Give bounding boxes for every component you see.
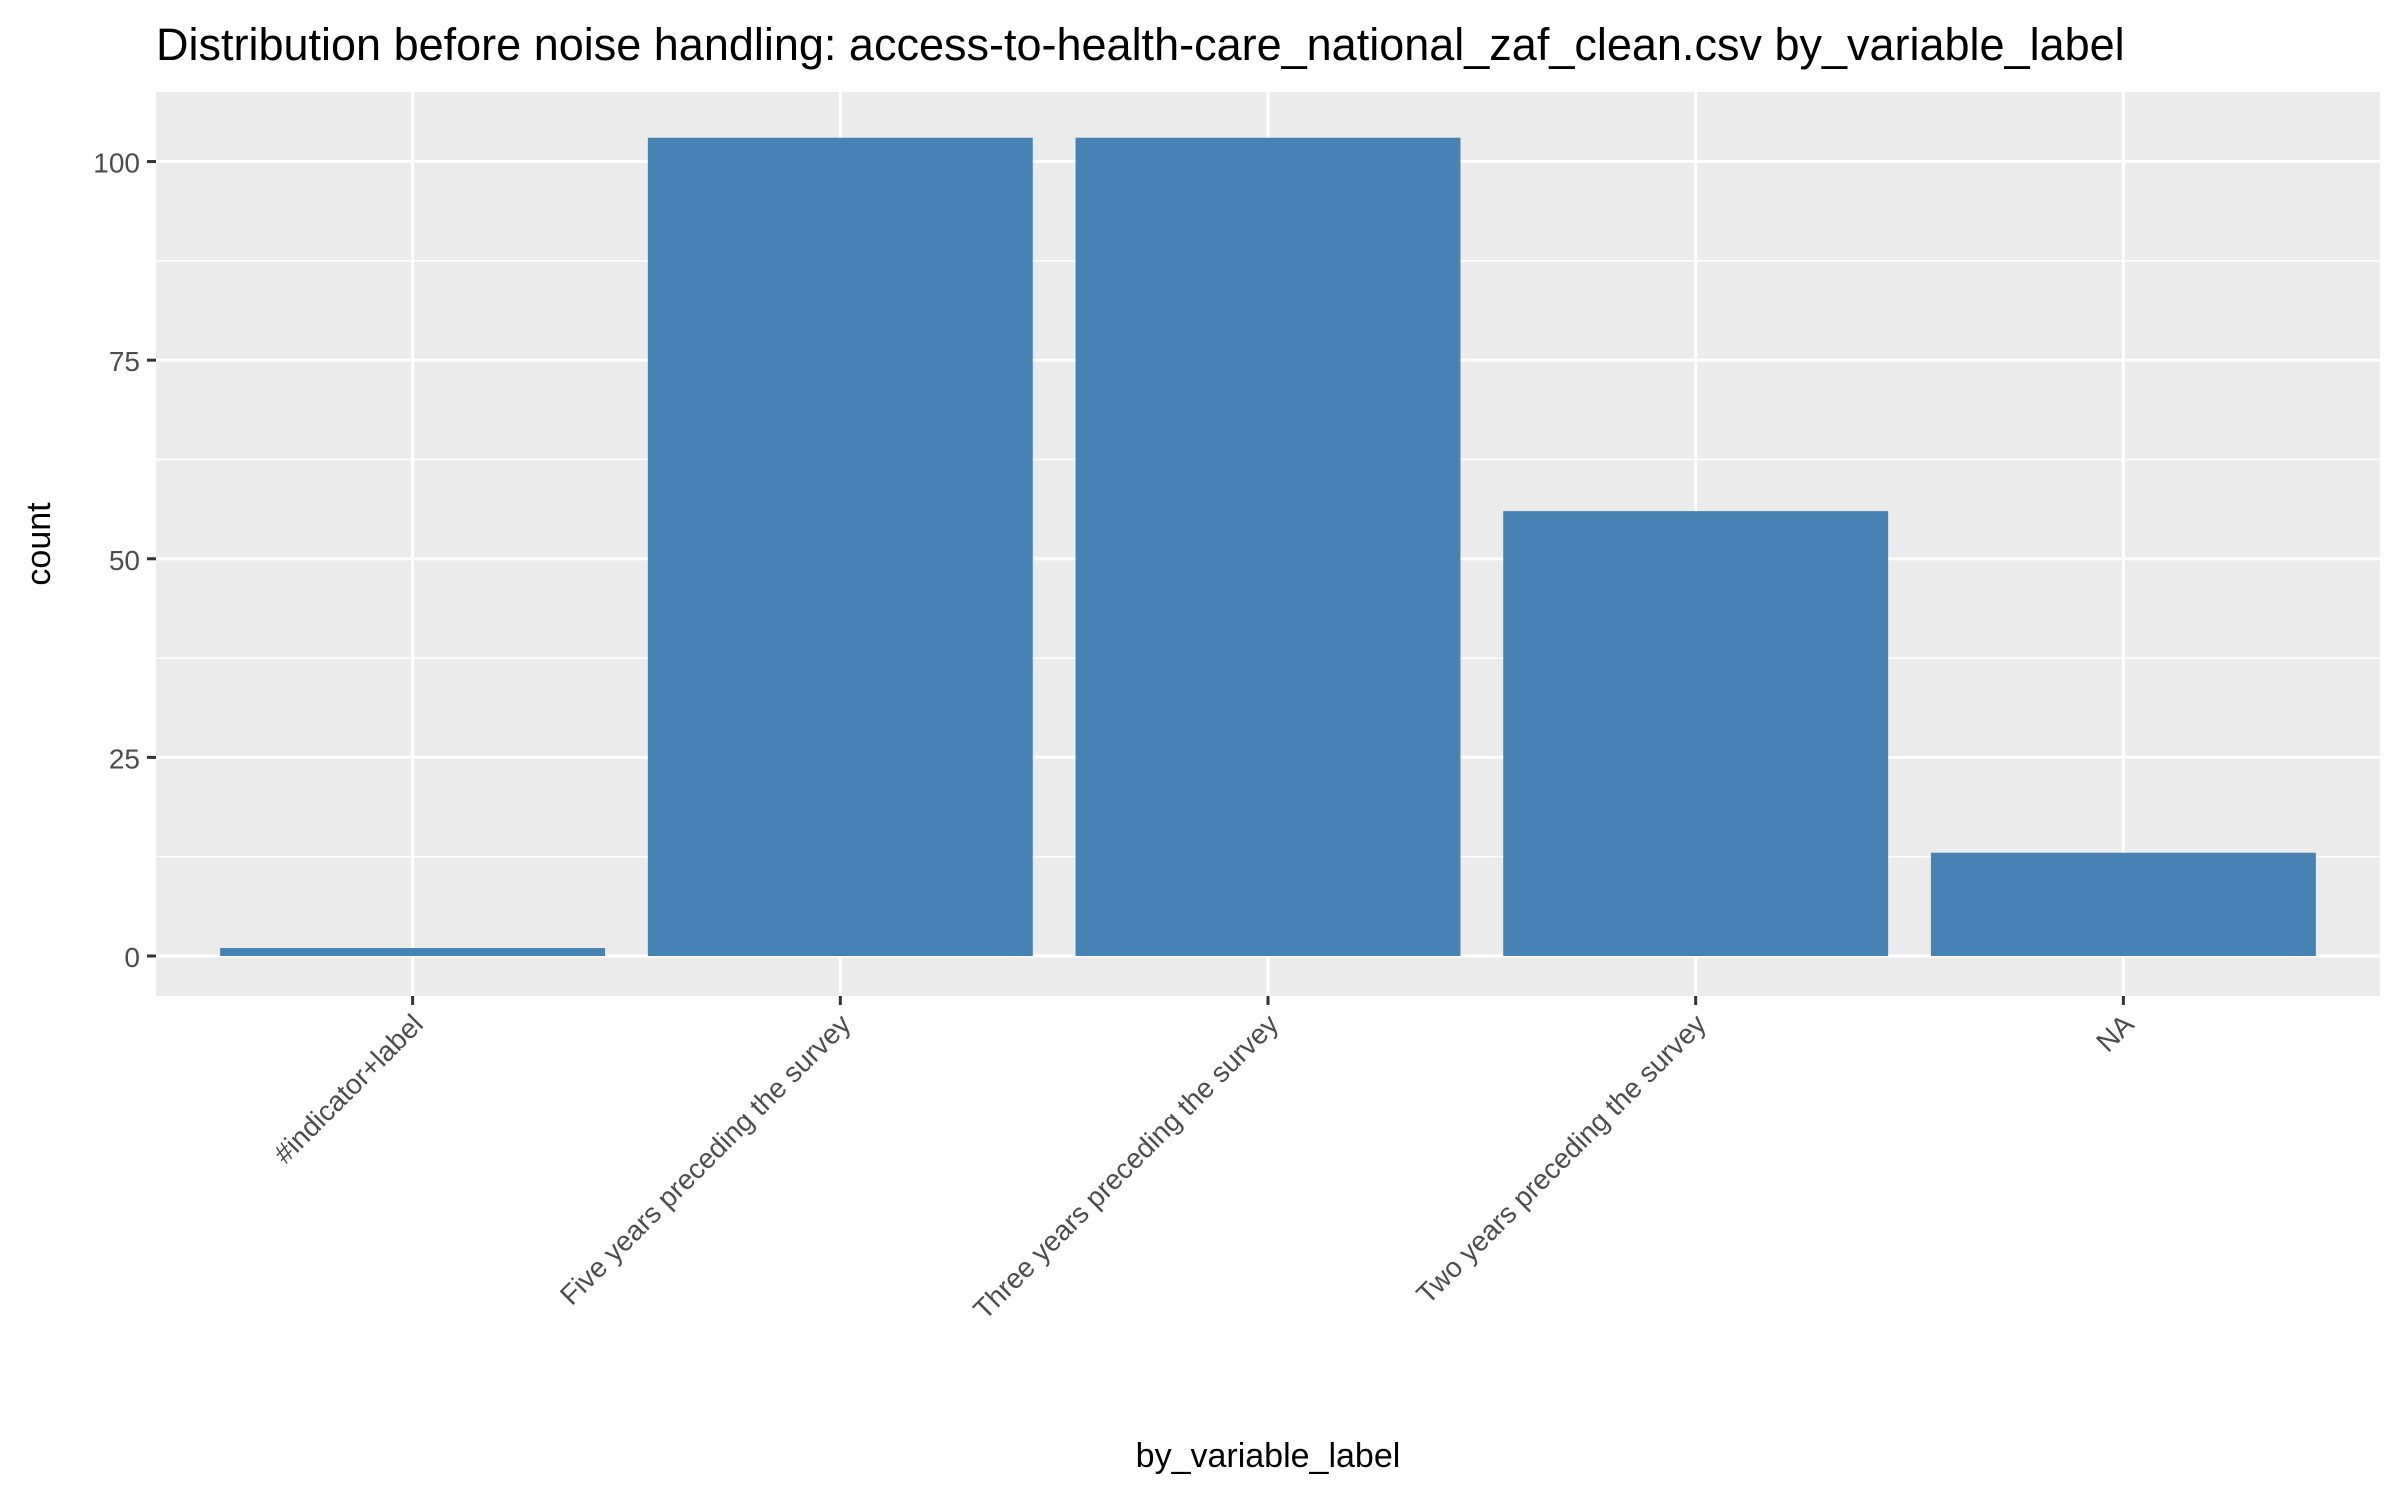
bar	[1075, 137, 1461, 956]
bar	[1930, 852, 2316, 956]
bar	[220, 948, 606, 956]
bars	[220, 137, 2316, 956]
bar	[1503, 511, 1889, 956]
y-tick-label: 100	[93, 148, 140, 179]
y-tick-label: 25	[109, 743, 140, 774]
y-tick-label: 50	[109, 545, 140, 576]
y-axis-label: count	[20, 502, 58, 586]
bar	[647, 137, 1033, 956]
x-axis-label: by_variable_label	[1136, 1437, 1401, 1475]
chart-title: Distribution before noise handling: acce…	[156, 19, 2125, 70]
y-tick-label: 0	[124, 942, 140, 973]
y-tick-label: 75	[109, 346, 140, 377]
